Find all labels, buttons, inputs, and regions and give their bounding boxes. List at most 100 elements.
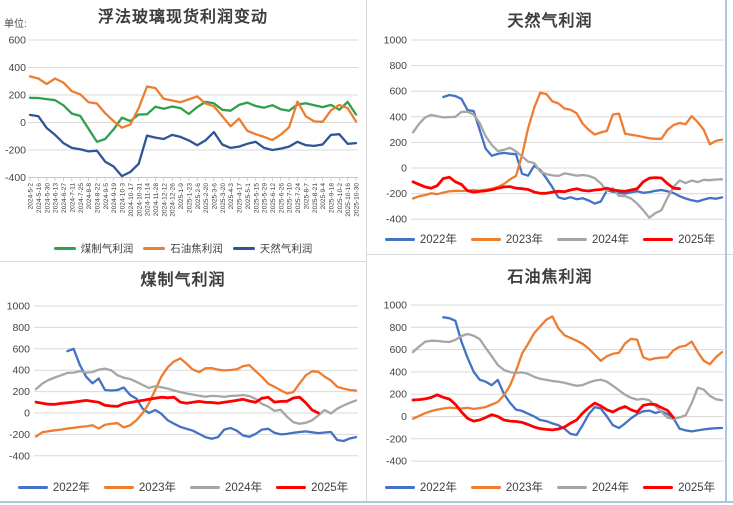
legend-label: 2024年: [592, 234, 630, 246]
legend-swatch-icon: [557, 485, 587, 489]
legend-label: 2022年: [52, 482, 90, 494]
petroleum-coke-profit-series-line: [411, 315, 724, 420]
svg-text:200: 200: [12, 386, 30, 398]
legend-item: 2024年: [190, 479, 262, 495]
legend-item: 2022年: [384, 479, 457, 495]
row-divider-left: [0, 261, 366, 262]
svg-text:2025-10-30: 2025-10-30: [354, 183, 361, 217]
svg-text:2024-5-16: 2024-5-16: [36, 183, 43, 213]
legend-item: 2022年: [384, 231, 457, 247]
svg-text:400: 400: [12, 365, 30, 377]
svg-text:2024-9-19: 2024-9-19: [111, 183, 118, 213]
legend-label: 2023年: [138, 482, 176, 494]
row-divider-right: [367, 254, 733, 255]
svg-text:2025-2-20: 2025-2-20: [203, 183, 210, 213]
legend-item: 石油焦利润: [143, 241, 223, 256]
legend-swatch-icon: [103, 485, 134, 489]
coal-gas-profit-series-line: [34, 395, 320, 415]
legend-label: 2024年: [225, 482, 263, 494]
svg-text:2025-5-29: 2025-5-29: [262, 183, 269, 213]
legend-item: 2023年: [470, 479, 543, 495]
svg-text:1000: 1000: [384, 300, 408, 312]
coal-gas-plot-area: 1000 800 600 400 200 0 -200 -400: [0, 262, 366, 505]
legend-swatch-icon: [470, 485, 501, 489]
svg-text:600: 600: [8, 35, 26, 47]
svg-text:2024-12-12: 2024-12-12: [161, 183, 168, 217]
coal-gas-legend: 2022年 2023年 2024年 2025年: [0, 479, 366, 495]
svg-text:800: 800: [389, 322, 407, 334]
svg-text:2025-4-3: 2025-4-3: [228, 183, 235, 210]
svg-text:2025-8-21: 2025-8-21: [312, 183, 319, 213]
legend-item: 2023年: [470, 231, 543, 247]
petroleum-coke-profit-series-line: [442, 316, 724, 437]
legend-item: 2024年: [557, 479, 629, 495]
coal-gas-profit-series-line: [34, 357, 358, 438]
natural-gas-profit-series-line: [411, 175, 681, 195]
svg-text:200: 200: [389, 389, 407, 401]
svg-text:1000: 1000: [384, 35, 408, 47]
svg-text:2025-7-24: 2025-7-24: [295, 183, 302, 213]
legend-label: 煤制气利润: [80, 243, 134, 255]
legend-swatch-icon: [384, 485, 415, 489]
svg-text:2025-5-1: 2025-5-1: [245, 183, 252, 210]
coal-gas-profit-series-line: [34, 367, 358, 425]
svg-text:200: 200: [389, 137, 407, 149]
petroleum-coke-plot-area: 1000 800 600 400 200 0 -200 -400: [367, 255, 733, 505]
svg-text:2024-5-2: 2024-5-2: [28, 183, 35, 210]
svg-text:2024-6-27: 2024-6-27: [61, 183, 68, 213]
float-glass-spot-profit-series-line: [28, 96, 358, 143]
svg-text:2025-5-15: 2025-5-15: [253, 183, 260, 213]
svg-text:2024-5-30: 2024-5-30: [44, 183, 51, 213]
svg-text:2024-7-25: 2024-7-25: [78, 183, 85, 213]
svg-text:0: 0: [401, 411, 407, 423]
legend-label: 2025年: [311, 482, 349, 494]
svg-text:2025-4-17: 2025-4-17: [237, 183, 244, 213]
natural-gas-profit-series-line: [411, 91, 724, 200]
petroleum-coke-profit-series-line: [411, 393, 675, 432]
float-glass-plot-area: 600 400 200 0 -200 -400 2024-5-2 2024-5-16 2024-…: [0, 0, 366, 267]
svg-text:-400: -400: [386, 214, 407, 226]
legend-item: 2022年: [17, 479, 90, 495]
legend-swatch-icon: [643, 485, 674, 489]
legend-label: 2024年: [592, 482, 630, 494]
chart-title-float-glass: 浮法玻璃现货利润变动: [97, 9, 268, 26]
legend-label: 石油焦利润: [170, 243, 223, 255]
svg-text:2025-10-2: 2025-10-2: [337, 183, 344, 213]
legend-swatch-icon: [276, 485, 307, 489]
legend-swatch-icon: [17, 485, 48, 489]
svg-text:2024-9-5: 2024-9-5: [103, 183, 110, 210]
svg-text:0: 0: [20, 117, 26, 129]
column-divider: [366, 0, 367, 502]
chart-cell-float-glass: 浮法玻璃现货利润变动 单位: 600 400 200 0 -200 -400 2024-5-…: [0, 0, 366, 262]
float-glass-spot-profit-series-line: [28, 75, 358, 142]
svg-text:2024-11-28: 2024-11-28: [153, 183, 160, 217]
legend-item: 2025年: [643, 231, 715, 247]
svg-text:400: 400: [8, 62, 26, 74]
svg-text:2025-9-18: 2025-9-18: [329, 183, 336, 213]
coal-gas-profit-svg: 1000 800 600 400 200 0 -200 -400: [7, 301, 358, 462]
svg-text:2024-12-26: 2024-12-26: [170, 183, 177, 217]
legend-swatch-icon: [143, 247, 166, 250]
legend-swatch-icon: [232, 247, 255, 250]
svg-text:-400: -400: [5, 172, 26, 184]
svg-text:0: 0: [401, 163, 407, 175]
svg-text:1000: 1000: [7, 301, 31, 313]
legend-swatch-icon: [190, 485, 220, 489]
natural-gas-plot-area: 1000 800 600 400 200 0 -200 -400: [367, 0, 733, 260]
svg-text:800: 800: [389, 60, 407, 72]
legend-item: 天然气利润: [232, 241, 312, 256]
svg-text:2025-7-10: 2025-7-10: [287, 183, 294, 213]
legend-label: 2023年: [505, 482, 543, 494]
legend-swatch-icon: [53, 247, 76, 250]
svg-text:200: 200: [8, 90, 26, 102]
legend-item: 2023年: [103, 479, 176, 495]
svg-text:-200: -200: [386, 188, 407, 200]
chart-title-natural-gas: 天然气利润: [507, 13, 593, 30]
svg-text:2024-6-13: 2024-6-13: [53, 183, 60, 213]
natural-gas-profit-series-line: [442, 93, 724, 205]
petroleum-coke-profit-series-line: [411, 332, 724, 421]
chart-cell-natural-gas: 天然气利润 1000 800 600 400 200 0 -200 -400 2022年 202…: [367, 0, 733, 255]
legend-swatch-icon: [643, 237, 674, 241]
svg-text:2024-10-3: 2024-10-3: [120, 183, 127, 213]
